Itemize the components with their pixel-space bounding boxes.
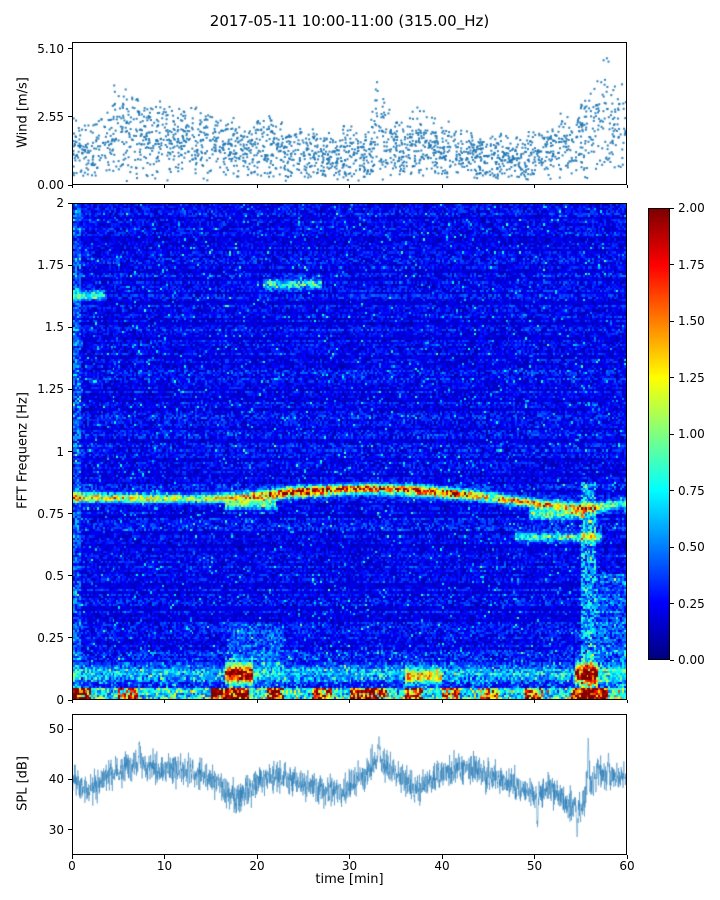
time-x-tick-mark [626, 700, 628, 703]
colorbar-tick-label: 0.25 [678, 596, 705, 611]
wind-scatter-canvas [73, 43, 626, 184]
colorbar-tick-mark [670, 603, 674, 604]
fft-y-tick-mark [68, 202, 72, 204]
colorbar-tick-mark [670, 264, 674, 265]
time-x-tick-mark [256, 855, 258, 859]
spectrogram-heatmap-canvas [73, 204, 626, 699]
time-x-tick-mark [71, 185, 73, 188]
time-x-tick-mark [256, 700, 258, 703]
colorbar-tick-mark [670, 659, 674, 661]
colorbar-tick-label: 0.00 [678, 653, 705, 667]
time-x-tick-mark [441, 185, 443, 188]
colorbar-tick-label: 1.00 [678, 427, 705, 441]
spectrogram-plot-area [72, 203, 627, 700]
time-x-tick-mark [164, 855, 165, 859]
fft-y-tick-mark [68, 388, 72, 390]
time-x-tick-mark [164, 700, 165, 703]
wind-y-tick-label: 2.55 [37, 109, 64, 124]
fft-y-tick-mark [68, 637, 72, 639]
spl-y-tick-label: 40 [48, 772, 64, 787]
colorbar-tick-mark [670, 320, 674, 322]
wind-y-tick-mark [68, 48, 72, 50]
colorbar-tick-mark [670, 546, 674, 548]
time-x-tick-label: 50 [526, 859, 543, 873]
colorbar-canvas [649, 209, 669, 659]
fft-y-tick-mark [68, 326, 72, 328]
colorbar-tick-label: 0.75 [678, 483, 705, 498]
fft-y-tick-mark [68, 513, 72, 515]
colorbar-tick-mark [670, 433, 674, 435]
wind-y-tick-label: 5.10 [37, 41, 64, 56]
time-x-tick-label: 0 [68, 859, 76, 873]
fft-y-tick-mark [68, 699, 72, 701]
colorbar-tick-mark [670, 490, 674, 491]
x-axis-label: time [min] [315, 872, 384, 887]
spl-y-tick-label: 30 [48, 822, 64, 837]
time-x-tick-label: 30 [341, 859, 358, 873]
spl-line-canvas [73, 715, 626, 854]
colorbar-tick-label: 1.50 [678, 314, 705, 328]
wind-scatter-plot-area [72, 42, 627, 185]
time-x-tick-label: 20 [249, 859, 265, 873]
fft-y-tick-label: 0.25 [37, 630, 64, 645]
fft-y-tick-label: 1.75 [37, 258, 64, 273]
colorbar [648, 208, 670, 660]
fft-y-tick-label: 2 [56, 196, 64, 210]
time-x-tick-mark [349, 185, 350, 188]
fft-y-tick-label: 0.75 [37, 506, 64, 521]
time-x-tick-mark [349, 700, 350, 703]
time-x-tick-mark [349, 855, 350, 859]
fft-y-tick-label: 0 [56, 693, 64, 707]
colorbar-tick-label: 1.75 [678, 257, 705, 272]
spl-y-tick-label: 50 [48, 722, 64, 737]
fft-y-tick-mark [68, 451, 72, 452]
fft-y-tick-label: 1.5 [44, 320, 64, 335]
time-x-tick-mark [71, 855, 73, 859]
time-x-tick-mark [534, 855, 535, 859]
spl-y-tick-mark [68, 778, 72, 780]
colorbar-tick-label: 0.50 [678, 540, 705, 554]
time-x-tick-label: 40 [434, 859, 450, 873]
time-x-tick-label: 60 [619, 859, 635, 873]
fft-y-tick-mark [68, 575, 72, 577]
colorbar-tick-label: 2.00 [678, 201, 705, 215]
fft-y-tick-label: 0.5 [44, 568, 64, 583]
spl-y-tick-mark [68, 728, 72, 730]
fft-y-tick-label: 1 [56, 444, 64, 459]
colorbar-tick-mark [670, 207, 674, 209]
colorbar-tick-mark [670, 377, 674, 378]
time-x-tick-mark [71, 700, 73, 703]
figure-title: 2017-05-11 10:00-11:00 (315.00_Hz) [209, 12, 490, 30]
time-x-tick-mark [256, 185, 258, 188]
wind-y-tick-mark [68, 184, 72, 186]
wind-y-tick-label: 0.00 [37, 178, 64, 192]
time-x-tick-mark [534, 700, 535, 703]
time-x-tick-mark [534, 185, 535, 188]
colorbar-tick-label: 1.25 [678, 370, 705, 385]
time-x-tick-mark [441, 855, 443, 859]
spl-line-plot-area [72, 714, 627, 855]
wind-y-tick-mark [68, 116, 72, 118]
time-x-tick-label: 10 [156, 859, 173, 873]
time-x-tick-mark [441, 700, 443, 703]
fft-y-tick-mark [68, 264, 72, 266]
time-x-tick-mark [626, 185, 628, 188]
time-x-tick-mark [626, 855, 628, 859]
time-x-tick-mark [164, 185, 165, 188]
spl-y-tick-mark [68, 829, 72, 831]
fft-y-tick-label: 1.25 [37, 382, 64, 397]
